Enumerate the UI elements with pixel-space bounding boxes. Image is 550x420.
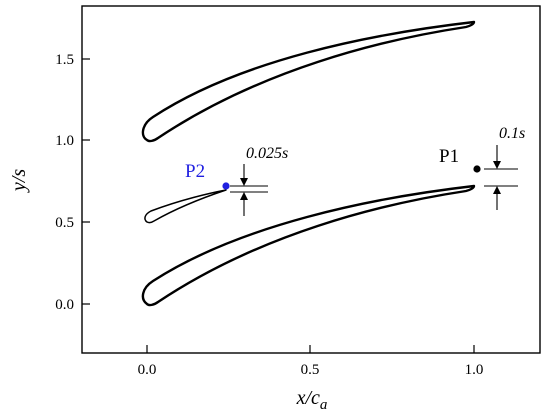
- y-tick-label-2: 1.0: [55, 133, 74, 149]
- point-p1: [473, 165, 481, 173]
- x-ticks: [146, 345, 475, 353]
- p2-gap-marker: [230, 164, 268, 216]
- x-tick-label-0: 0.0: [138, 362, 157, 378]
- p2-gap-label: 0.025s: [246, 145, 288, 162]
- p1-gap-arrow-down-head: [493, 161, 501, 169]
- y-tick-label-1: 0.5: [55, 215, 74, 231]
- y-tick-label-0: 0.0: [55, 297, 74, 313]
- p1-gap-marker: [484, 145, 518, 210]
- y-ticks: [82, 58, 90, 305]
- p1-gap-arrow-up-head: [493, 186, 501, 194]
- y-tick-label-3: 1.5: [55, 52, 74, 68]
- point-p2-label: P2: [185, 161, 205, 182]
- upper-blade-profile: [141, 20, 476, 143]
- point-p2: [222, 182, 230, 190]
- x-axis-title-main: x/c: [296, 387, 320, 409]
- x-axis-title: x/ca: [296, 387, 328, 413]
- x-tick-label-2: 1.0: [465, 362, 484, 378]
- y-axis-title: y/s: [8, 169, 30, 193]
- lower-blade-profile: [141, 184, 476, 307]
- p2-gap-arrow-down-head: [240, 178, 248, 186]
- x-tick-label-1: 0.5: [301, 362, 320, 378]
- p2-gap-arrow-up-head: [240, 192, 248, 200]
- p1-gap-label: 0.1s: [499, 125, 525, 142]
- splitter-profile: [144, 189, 227, 224]
- plot-frame: [81, 5, 541, 354]
- x-axis-title-sub: a: [320, 397, 328, 413]
- point-p1-label: P1: [439, 146, 459, 167]
